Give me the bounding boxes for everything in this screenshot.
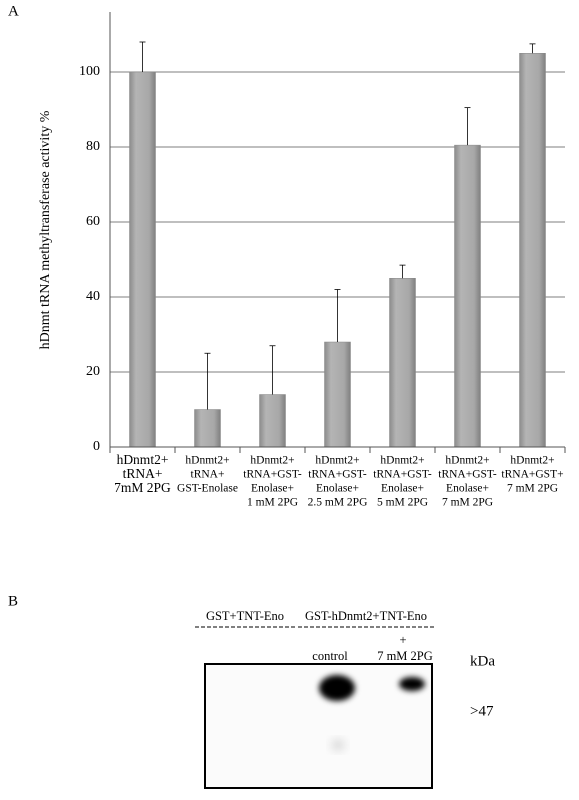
y-axis-label: hDnmt tRNA methyltransferase activity % — [38, 110, 53, 349]
bar — [259, 394, 286, 448]
y-tick-label: 100 — [79, 64, 100, 79]
y-tick-label: 80 — [86, 139, 100, 154]
panel-label: B — [8, 593, 18, 609]
lane-label: control — [312, 649, 348, 663]
x-tick-label: hDnmt2+ — [250, 455, 294, 467]
blot-band — [399, 677, 425, 691]
x-tick-label: tRNA+GST+ — [501, 469, 563, 481]
x-tick-label: Enolase+ — [446, 483, 489, 495]
y-tick-label: 40 — [86, 289, 100, 304]
x-tick-label: hDnmt2+ — [380, 455, 424, 467]
x-tick-label: tRNA+ — [123, 466, 163, 481]
x-tick-label: tRNA+GST- — [243, 469, 302, 481]
bar — [519, 53, 546, 448]
bar — [389, 278, 416, 448]
x-tick-label: hDnmt2+ — [445, 455, 489, 467]
x-tick-label: Enolase+ — [251, 483, 294, 495]
x-tick-label: tRNA+ — [191, 469, 225, 481]
x-tick-label: 7mM 2PG — [114, 480, 171, 495]
x-tick-label: tRNA+GST- — [438, 469, 497, 481]
x-tick-label: hDnmt2+ — [315, 455, 359, 467]
x-tick-label: 7 mM 2PG — [507, 483, 558, 495]
x-tick-label: GST-Enolase — [177, 483, 238, 495]
marker-label: >47 — [470, 703, 494, 719]
bar — [324, 341, 351, 448]
blot-image — [204, 663, 433, 789]
x-tick-label: 7 mM 2PG — [442, 497, 493, 509]
x-tick-label: hDnmt2+ — [185, 455, 229, 467]
x-tick-label: tRNA+GST- — [373, 469, 432, 481]
x-tick-label: tRNA+GST- — [308, 469, 367, 481]
y-tick-label: 0 — [93, 439, 100, 454]
y-tick-label: 20 — [86, 364, 100, 379]
bar — [454, 144, 481, 448]
blot-group-label: GST-hDnmt2+TNT-Eno — [305, 609, 427, 623]
x-tick-label: hDnmt2+ — [510, 455, 554, 467]
blot-group-label: GST+TNT-Eno — [206, 609, 284, 623]
bar — [129, 71, 156, 448]
y-tick-label: 60 — [86, 214, 100, 229]
x-tick-label: 2.5 mM 2PG — [308, 497, 368, 509]
x-tick-label: Enolase+ — [381, 483, 424, 495]
unit-label: kDa — [470, 653, 495, 669]
x-tick-label: 5 mM 2PG — [377, 497, 428, 509]
blot-band — [319, 675, 355, 701]
x-tick-label: 1 mM 2PG — [247, 497, 298, 509]
x-tick-label: Enolase+ — [316, 483, 359, 495]
blot-smear — [332, 740, 344, 750]
x-tick-label: hDnmt2+ — [117, 452, 169, 467]
panel-label: A — [8, 3, 19, 19]
bar — [194, 409, 221, 448]
lane-label: + — [399, 633, 406, 647]
lane-label: 7 mM 2PG — [377, 649, 433, 663]
